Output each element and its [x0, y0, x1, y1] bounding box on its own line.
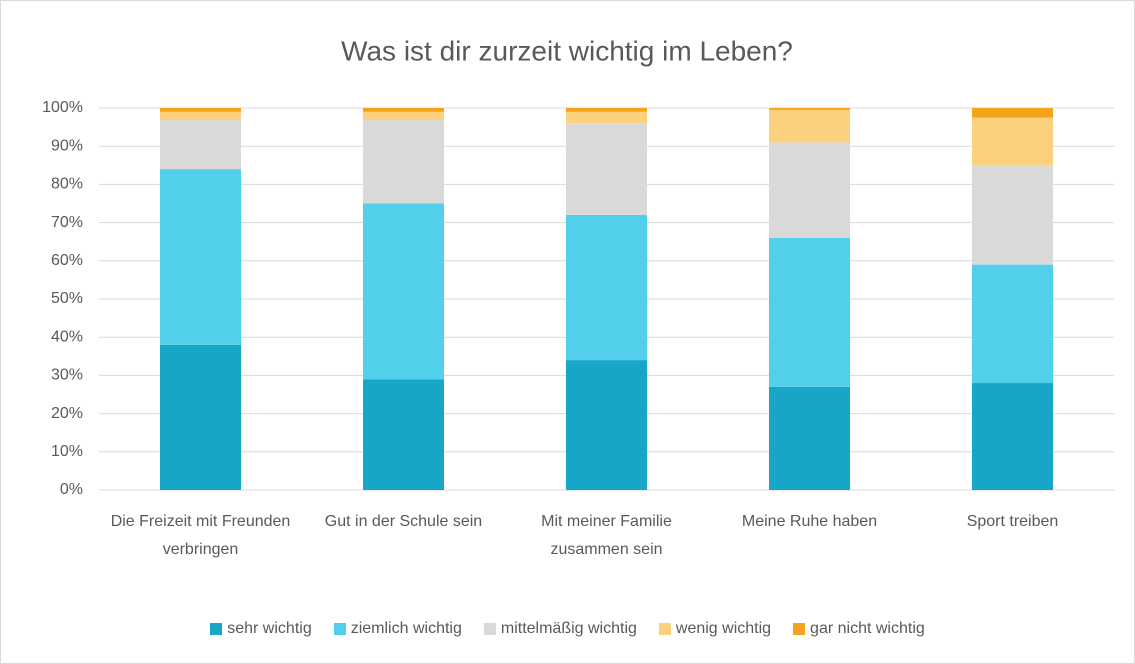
bar-segment [972, 264, 1053, 384]
legend-label: gar nicht wichtig [810, 620, 925, 637]
legend-swatch [658, 623, 671, 635]
bar-segment [769, 386, 850, 490]
bar-segment [972, 383, 1053, 490]
legend-swatch [210, 623, 223, 635]
bar-segment [160, 169, 241, 345]
bar-segment [566, 214, 647, 361]
bar-segment [363, 119, 444, 204]
legend-label: mittelmäßig wichtig [500, 620, 637, 637]
legend: sehr wichtig ziemlich wichtig mittelmäßig … [1, 620, 1134, 638]
bar-segment [566, 111, 647, 124]
legend-item: gar nicht wichtig [793, 620, 925, 638]
legend-swatch [333, 623, 346, 635]
bar-segment [160, 119, 241, 170]
y-tick-label: 50% [51, 290, 83, 307]
legend-label: ziemlich wichtig [350, 620, 462, 637]
y-tick-label: 0% [60, 481, 83, 498]
bar-segment [769, 108, 850, 110]
legend-item: wenig wichtig [658, 620, 772, 638]
legend-item: ziemlich wichtig [333, 620, 462, 638]
x-tick-label: Mit meiner Familie zusammen sein [541, 513, 672, 558]
y-tick-label: 20% [51, 405, 83, 422]
x-tick-label: Meine Ruhe haben [741, 513, 878, 530]
bar-segment [972, 165, 1053, 265]
legend-label: sehr wichtig [227, 620, 312, 637]
y-tick-label: 70% [51, 214, 83, 231]
bar-segment [160, 108, 241, 112]
chart-title: Was ist dir zurzeit wichtig im Leben? [341, 35, 793, 66]
bar-segment [363, 111, 444, 120]
bar-segment [769, 142, 850, 238]
legend-swatch [793, 623, 806, 635]
y-tick-label: 60% [51, 252, 83, 269]
legend-label: wenig wichtig [675, 620, 772, 637]
x-tick-label: Sport treiben [966, 513, 1059, 530]
x-tick-label: Gut in der Schule sein [324, 513, 483, 530]
legend-item: sehr wichtig [210, 620, 312, 638]
bar-segment [972, 117, 1053, 166]
bar-segment [160, 344, 241, 490]
bar-segment [769, 109, 850, 143]
bar-segment [363, 203, 444, 380]
bar-segment [566, 108, 647, 112]
bar-segment [769, 237, 850, 387]
legend-item: mittelmäßig wichtig [483, 620, 637, 638]
bar-segment [972, 108, 1053, 118]
y-tick-label: 100% [42, 99, 83, 116]
y-tick-label: 30% [51, 367, 83, 384]
bar-segment [363, 379, 444, 490]
bar-segment [566, 123, 647, 215]
legend-swatch [483, 623, 496, 635]
bar-segment [160, 111, 241, 120]
x-tick-label: Die Freizeit mit Freunden verbringen [110, 513, 291, 558]
bar-segment [566, 360, 647, 490]
bar-segment [363, 108, 444, 112]
y-tick-label: 10% [51, 443, 83, 460]
y-tick-label: 90% [51, 137, 83, 154]
y-tick-label: 40% [51, 328, 83, 345]
y-tick-label: 80% [51, 176, 83, 193]
